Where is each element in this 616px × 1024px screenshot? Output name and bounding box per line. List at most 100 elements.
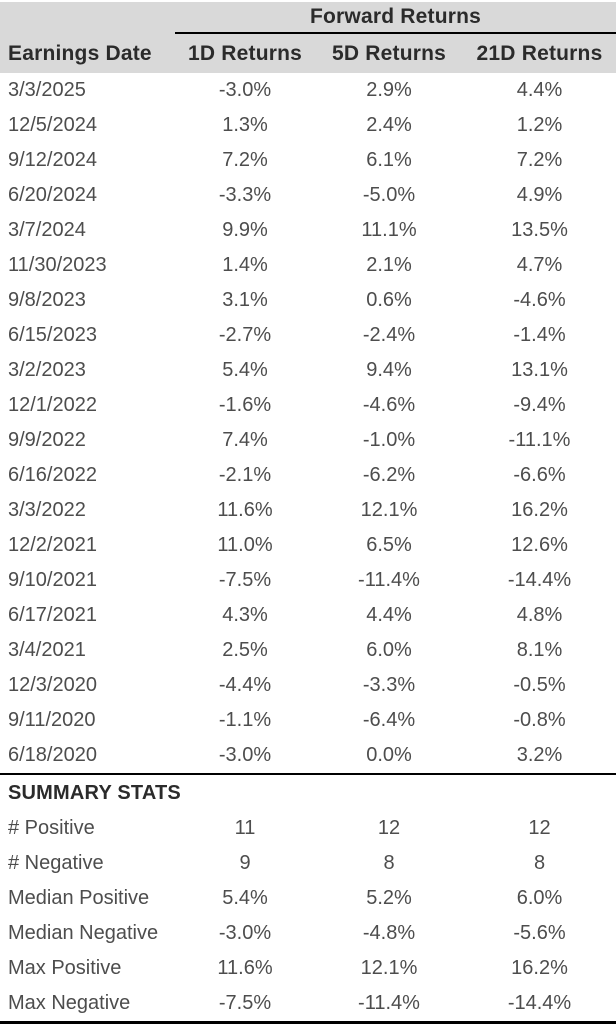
return-value-cell: -1.6% [218,394,272,416]
title-spacer [0,2,175,34]
return-value-cell: 7.2% [222,149,268,171]
return-value-cell: -11.4% [358,569,420,591]
col-header-1d-returns: 1D Returns [187,41,303,65]
return-value-cell: 2.5% [222,639,268,661]
earnings-date-cell: 9/11/2020 [8,709,96,731]
return-value-cell: -4.4% [218,674,272,696]
summary-value-cell: 12 [377,817,401,839]
earnings-date-cell: 12/5/2024 [8,114,97,136]
return-value-cell: -4.6% [362,394,416,416]
return-value-cell: 4.4% [366,604,412,626]
return-value-cell: 3.1% [222,289,268,311]
table-row: 6/15/2023 -2.7% -2.4% -1.4% [0,318,616,353]
earnings-date-cell: 9/12/2024 [8,149,97,171]
return-value-cell: 11.6% [217,499,273,521]
table-row: 6/20/2024 -3.3% -5.0% 4.9% [0,178,616,213]
return-value-cell: -3.0% [218,79,272,101]
summary-value-cell: 11.6% [217,957,273,979]
return-value-cell: 0.0% [366,744,412,766]
earnings-date-cell: 9/10/2021 [8,569,97,591]
table-row: 6/17/2021 4.3% 4.4% 4.8% [0,598,616,633]
summary-value-cell: 11 [234,817,256,839]
summary-value-cell: 8 [383,852,395,874]
return-value-cell: 4.4% [516,79,563,101]
earnings-date-cell: 12/1/2022 [8,394,97,416]
return-value-cell: 8.1% [516,639,563,661]
return-value-cell: 1.2% [516,114,563,136]
return-value-cell: -1.1% [218,709,272,731]
return-value-cell: 6.0% [366,639,412,661]
summary-value-cell: 9 [239,852,251,874]
summary-value-cell: 6.0% [516,887,563,909]
return-value-cell: -0.5% [513,674,566,696]
return-value-cell: -3.0% [218,744,272,766]
summary-label-cell: Max Positive [8,957,122,979]
bottom-border [0,1021,616,1024]
return-value-cell: -6.6% [513,464,566,486]
earnings-date-cell: 6/15/2023 [8,324,97,346]
return-value-cell: -4.6% [513,289,566,311]
return-value-cell: -3.3% [362,674,416,696]
summary-value-cell: 5.4% [222,887,268,909]
summary-value-cell: -4.8% [362,922,416,944]
summary-divider [0,773,616,775]
earnings-date-cell: 12/2/2021 [8,534,97,556]
column-header-row: Earnings Date 1D Returns 5D Returns 21D … [0,34,616,73]
table-row: 11/30/2023 1.4% 2.1% 4.7% [0,248,616,283]
return-value-cell: 6.5% [366,534,412,556]
return-value-cell: -6.2% [362,464,416,486]
return-value-cell: -6.4% [362,709,416,731]
table-row: 9/12/2024 7.2% 6.1% 7.2% [0,143,616,178]
return-value-cell: -11.1% [508,429,571,451]
table-row: 12/2/2021 11.0% 6.5% 12.6% [0,528,616,563]
return-value-cell: 12.1% [360,499,418,521]
return-value-cell: -2.7% [218,324,272,346]
earnings-date-cell: 6/16/2022 [8,464,97,486]
return-value-cell: 2.4% [366,114,412,136]
return-value-cell: -7.5% [218,569,272,591]
summary-label-cell: Median Positive [8,887,150,909]
summary-value-cell: -7.5% [218,992,272,1014]
return-value-cell: 4.8% [516,604,563,626]
table-row: 6/18/2020 -3.0% 0.0% 3.2% [0,738,616,773]
return-value-cell: -3.3% [218,184,272,206]
return-value-cell: -9.4% [513,394,566,416]
col-header-21d-returns: 21D Returns [476,41,603,65]
summary-row: Median Negative -3.0% -4.8% -5.6% [0,916,616,951]
return-value-cell: 0.6% [366,289,412,311]
return-value-cell: 9.9% [222,219,268,241]
return-value-cell: -5.0% [362,184,416,206]
table-title: Forward Returns [175,2,616,34]
summary-body: # Positive 11 12 12 # Negative 9 8 8 Median Posi… [0,811,616,1021]
return-value-cell: 9.4% [366,359,412,381]
earnings-date-cell: 3/7/2024 [8,219,86,241]
summary-value-cell: -14.4% [507,992,572,1014]
table-row: 3/2/2023 5.4% 9.4% 13.1% [0,353,616,388]
return-value-cell: 2.1% [366,254,412,276]
table-body: 3/3/2025 -3.0% 2.9% 4.4% 12/5/2024 1.3% 2.4% 1.… [0,73,616,773]
summary-row: Max Negative -7.5% -11.4% -14.4% [0,986,616,1021]
summary-value-cell: 16.2% [511,957,568,979]
return-value-cell: 11.0% [217,534,273,556]
summary-value-cell: -11.4% [358,992,420,1014]
earnings-date-cell: 12/3/2020 [8,674,97,696]
table-row: 3/7/2024 9.9% 11.1% 13.5% [0,213,616,248]
col-header-5d-returns: 5D Returns [331,41,447,65]
earnings-date-cell: 6/20/2024 [8,184,97,206]
table-title-row: Forward Returns [0,2,616,34]
summary-value-cell: -5.6% [513,922,566,944]
return-value-cell: 13.1% [511,359,568,381]
earnings-date-cell: 9/9/2022 [8,429,86,451]
table-row: 12/1/2022 -1.6% -4.6% -9.4% [0,388,616,423]
table-row: 9/9/2022 7.4% -1.0% -11.1% [0,423,616,458]
table-row: 3/3/2022 11.6% 12.1% 16.2% [0,493,616,528]
earnings-date-cell: 3/2/2023 [8,359,86,381]
return-value-cell: -0.8% [513,709,566,731]
return-value-cell: 16.2% [511,499,568,521]
table-row: 3/4/2021 2.5% 6.0% 8.1% [0,633,616,668]
return-value-cell: 11.1% [361,219,417,241]
table-header: Forward Returns Earnings Date 1D Returns… [0,2,616,73]
summary-label-cell: # Positive [8,817,95,839]
return-value-cell: -2.4% [362,324,416,346]
table-row: 6/16/2022 -2.1% -6.2% -6.6% [0,458,616,493]
